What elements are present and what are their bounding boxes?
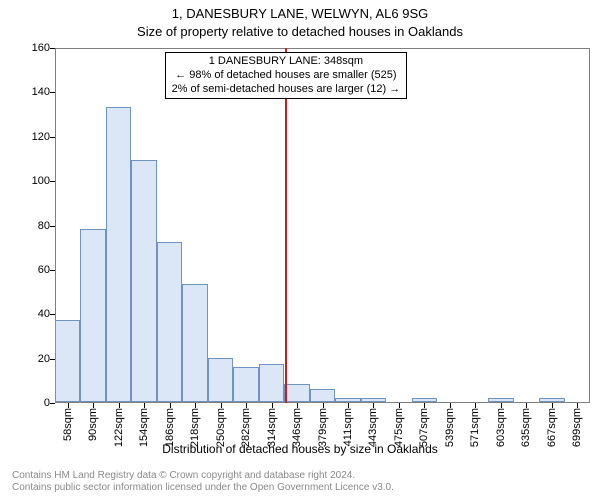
- ytick-label: 40: [38, 308, 50, 320]
- annotation-line2: ← 98% of detached houses are smaller (52…: [172, 69, 401, 83]
- ytick-mark: [50, 181, 55, 182]
- histogram-bar: [106, 107, 131, 402]
- ytick-label: 0: [44, 397, 50, 409]
- ytick-label: 100: [32, 175, 50, 187]
- footer-line1: Contains HM Land Registry data © Crown c…: [12, 470, 394, 482]
- ytick-mark: [50, 270, 55, 271]
- ytick-mark: [50, 137, 55, 138]
- histogram-bar: [361, 398, 386, 402]
- xtick-label: 58sqm: [62, 408, 74, 441]
- histogram-bar: [131, 160, 156, 402]
- reference-line: [285, 48, 287, 403]
- histogram-bar: [157, 242, 182, 402]
- footer-line2: Contains public sector information licen…: [12, 482, 394, 494]
- ytick-mark: [50, 403, 55, 404]
- histogram-bar: [182, 284, 207, 402]
- histogram-bar: [208, 358, 233, 402]
- ytick-mark: [50, 226, 55, 227]
- plot-area: 02040608010012014016058sqm90sqm122sqm154…: [55, 48, 590, 403]
- annotation-box: 1 DANESBURY LANE: 348sqm← 98% of detache…: [165, 52, 408, 99]
- ytick-label: 160: [32, 42, 50, 54]
- chart-container: { "title_line1": "1, DANESBURY LANE, WEL…: [0, 0, 600, 500]
- ytick-label: 60: [38, 264, 50, 276]
- histogram-bar: [233, 367, 258, 403]
- histogram-bar: [284, 384, 309, 402]
- annotation-line1: 1 DANESBURY LANE: 348sqm: [172, 55, 401, 69]
- histogram-bar: [259, 364, 284, 402]
- histogram-bar: [335, 398, 360, 402]
- ytick-label: 80: [38, 220, 50, 232]
- footer-attribution: Contains HM Land Registry data © Crown c…: [12, 470, 394, 494]
- histogram-bar: [412, 398, 437, 402]
- ytick-mark: [50, 314, 55, 315]
- xtick-label: 90sqm: [87, 408, 99, 441]
- histogram-bar: [80, 229, 105, 402]
- chart-title-description: Size of property relative to detached ho…: [0, 24, 600, 39]
- ytick-label: 20: [38, 353, 50, 365]
- ytick-label: 140: [32, 86, 50, 98]
- histogram-bar: [488, 398, 513, 402]
- ytick-mark: [50, 92, 55, 93]
- xtick-label: 411sqm: [342, 408, 354, 446]
- annotation-line3: 2% of semi-detached houses are larger (1…: [172, 83, 401, 97]
- ytick-mark: [50, 48, 55, 49]
- x-axis-label: Distribution of detached houses by size …: [0, 442, 600, 456]
- histogram-bar: [310, 389, 335, 402]
- ytick-label: 120: [32, 131, 50, 143]
- chart-title-address: 1, DANESBURY LANE, WELWYN, AL6 9SG: [0, 6, 600, 21]
- histogram-bar: [539, 398, 564, 402]
- histogram-bar: [55, 320, 80, 402]
